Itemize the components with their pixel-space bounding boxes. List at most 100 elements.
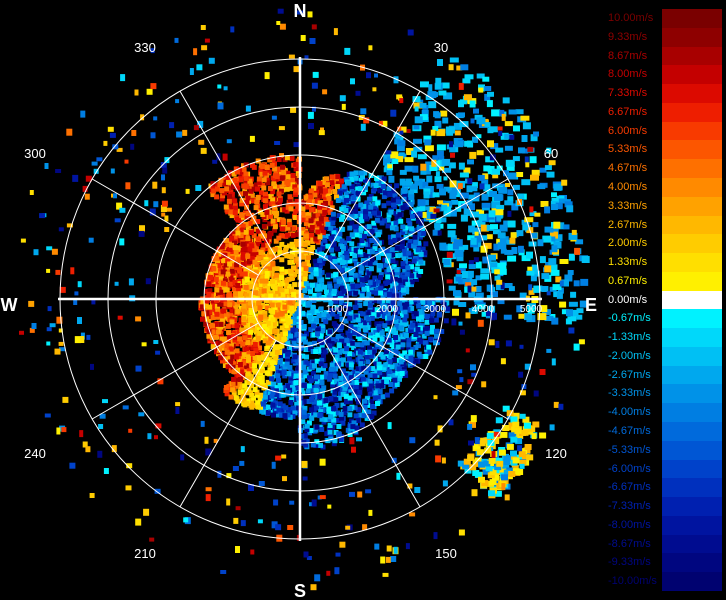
legend-row: -0.67m/s bbox=[606, 309, 724, 329]
legend-swatch bbox=[662, 159, 722, 178]
legend-swatch bbox=[662, 177, 722, 197]
legend-swatch bbox=[662, 328, 722, 347]
north-label: N bbox=[294, 1, 307, 21]
legend-swatch bbox=[662, 234, 722, 254]
legend-row: 3.33m/s bbox=[606, 196, 724, 216]
range-label-5000: 5000 bbox=[520, 304, 543, 315]
west-label: W bbox=[1, 295, 18, 315]
legend-row: 8.00m/s bbox=[606, 65, 724, 85]
legend-row: 9.33m/s bbox=[606, 27, 724, 47]
legend-swatch bbox=[662, 27, 722, 47]
legend-label: -5.33m/s bbox=[608, 443, 651, 456]
legend-label: -4.00m/s bbox=[608, 406, 651, 419]
legend-row: -9.33m/s bbox=[606, 553, 724, 573]
legend-row: -3.33m/s bbox=[606, 384, 724, 404]
legend-row: -4.67m/s bbox=[606, 422, 724, 441]
legend-label: 8.00m/s bbox=[608, 68, 648, 81]
legend-label: 7.33m/s bbox=[608, 87, 648, 100]
legend-swatch bbox=[662, 422, 722, 441]
legend-swatch bbox=[662, 290, 722, 310]
legend-label: -7.33m/s bbox=[608, 500, 651, 513]
legend-swatch bbox=[662, 440, 722, 460]
legend-label: 0.00m/s bbox=[608, 293, 648, 306]
legend-swatch bbox=[662, 572, 722, 591]
range-label-1000: 1000 bbox=[326, 304, 349, 315]
legend-label: -8.67m/s bbox=[608, 537, 651, 550]
legend-swatch bbox=[662, 515, 722, 535]
range-label-4000: 4000 bbox=[472, 304, 495, 315]
legend-row: -1.33m/s bbox=[606, 328, 724, 347]
legend-row: -6.00m/s bbox=[606, 459, 724, 479]
legend-label: 1.33m/s bbox=[608, 256, 648, 269]
legend-row: 10.00m/s bbox=[606, 9, 724, 28]
south-label: S bbox=[294, 581, 306, 600]
legend-label: 4.67m/s bbox=[608, 162, 648, 175]
bearing-label-300: 300 bbox=[24, 146, 46, 161]
bearing-spokes bbox=[91, 90, 509, 508]
legend-swatch bbox=[662, 121, 722, 141]
velocity-echoes bbox=[19, 8, 590, 591]
radar-ppi-display: N E S W 30 60 120 150 210 240 300 330 10… bbox=[1, 1, 598, 600]
legend-row: -6.67m/s bbox=[606, 478, 724, 498]
legend-label: -3.33m/s bbox=[608, 387, 651, 400]
legend-row: -8.00m/s bbox=[606, 515, 724, 535]
legend-label: -1.33m/s bbox=[608, 331, 651, 344]
legend-swatch bbox=[662, 196, 722, 216]
legend-swatch bbox=[662, 384, 722, 404]
legend-row: -8.67m/s bbox=[606, 534, 724, 554]
legend-row: 6.00m/s bbox=[606, 121, 724, 141]
legend-row: 1.33m/s bbox=[606, 253, 724, 272]
legend-row: -2.00m/s bbox=[606, 346, 724, 366]
legend-label: -2.00m/s bbox=[608, 349, 651, 362]
legend-label: -6.00m/s bbox=[608, 462, 651, 475]
cardinal-axes bbox=[58, 57, 542, 541]
legend-row: -10.00m/s bbox=[606, 572, 724, 591]
legend-row: 7.33m/s bbox=[606, 84, 724, 103]
legend-row: 0.00m/s bbox=[606, 290, 724, 310]
legend-label: 6.00m/s bbox=[608, 124, 648, 137]
legend-label: -2.67m/s bbox=[608, 368, 651, 381]
legend-swatch bbox=[662, 309, 722, 329]
legend-row: 5.33m/s bbox=[606, 140, 724, 160]
legend-label: -0.67m/s bbox=[608, 312, 651, 325]
legend-swatch bbox=[662, 46, 722, 66]
legend-swatch bbox=[662, 65, 722, 85]
legend-row: -4.00m/s bbox=[606, 403, 724, 423]
legend-swatch bbox=[662, 84, 722, 103]
legend-label: -4.67m/s bbox=[608, 425, 651, 438]
velocity-color-scale: 10.00m/s 9.33m/s 8.67m/s 8.00m/s 7.33m/s 6.67… bbox=[606, 9, 724, 591]
legend-label: 10.00m/s bbox=[608, 12, 654, 24]
legend-label: -10.00m/s bbox=[608, 575, 657, 588]
legend-row: 6.67m/s bbox=[606, 102, 724, 122]
bearing-label-210: 210 bbox=[134, 546, 156, 561]
legend-label: -9.33m/s bbox=[608, 556, 651, 569]
legend-row: -2.67m/s bbox=[606, 365, 724, 385]
legend-row: 2.00m/s bbox=[606, 234, 724, 254]
legend-row: -7.33m/s bbox=[606, 497, 724, 516]
legend-swatch bbox=[662, 365, 722, 385]
legend-swatch bbox=[662, 271, 722, 291]
legend-swatch bbox=[662, 346, 722, 366]
bearing-label-240: 240 bbox=[24, 446, 46, 461]
legend-row: 0.67m/s bbox=[606, 271, 724, 291]
bearing-label-330: 330 bbox=[134, 40, 156, 55]
legend-swatch bbox=[662, 497, 722, 516]
legend-label: -6.67m/s bbox=[608, 481, 651, 494]
bearing-label-30: 30 bbox=[434, 40, 448, 55]
east-label: E bbox=[585, 295, 597, 315]
range-label-2000: 2000 bbox=[376, 304, 399, 315]
legend-label: 2.00m/s bbox=[608, 237, 648, 250]
legend-swatch bbox=[662, 478, 722, 498]
legend-swatch bbox=[662, 534, 722, 554]
legend-swatch bbox=[662, 140, 722, 160]
legend-label: 6.67m/s bbox=[608, 105, 648, 118]
legend-swatch bbox=[662, 553, 722, 573]
legend-label: 3.33m/s bbox=[608, 199, 648, 212]
legend-row: 8.67m/s bbox=[606, 46, 724, 66]
bearing-label-150: 150 bbox=[435, 546, 457, 561]
legend-label: 5.33m/s bbox=[608, 143, 648, 156]
legend-row: 2.67m/s bbox=[606, 215, 724, 235]
bearing-label-120: 120 bbox=[545, 446, 567, 461]
legend-label: 9.33m/s bbox=[608, 30, 648, 43]
legend-row: 4.00m/s bbox=[606, 177, 724, 197]
